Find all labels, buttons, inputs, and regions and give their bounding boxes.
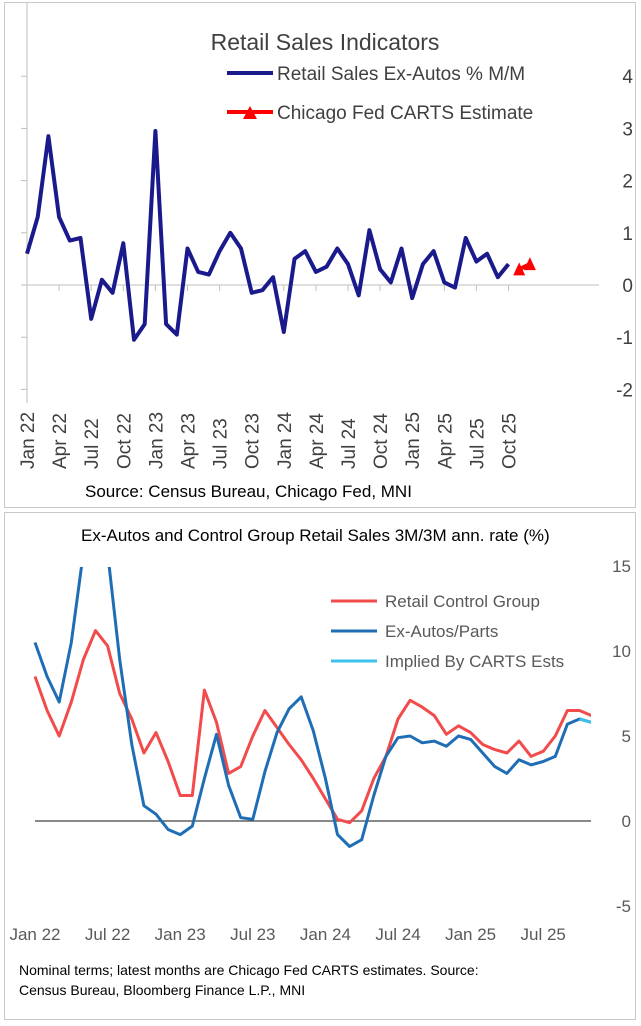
bottom-x-tick-label: Jul 25 bbox=[521, 925, 566, 944]
series-line-implied-carts bbox=[579, 717, 591, 725]
top-y-tick-label: 1 bbox=[622, 224, 633, 245]
bottom-chart-series bbox=[33, 567, 591, 848]
top-x-tick-label: Jan 24 bbox=[275, 412, 296, 469]
top-x-tick-label: Jan 22 bbox=[18, 412, 39, 469]
bottom-chart-note-line-1: Nominal terms; latest months are Chicago… bbox=[19, 962, 479, 978]
bottom-chart-note-line-2: Census Bureau, Bloomberg Finance L.P., M… bbox=[19, 982, 305, 998]
bottom-x-tick-label: Jan 24 bbox=[300, 925, 351, 944]
bottom-chart-panel: Ex-Autos and Control Group Retail Sales … bbox=[4, 512, 636, 1020]
top-x-tick-label: Oct 25 bbox=[500, 413, 521, 469]
bottom-y-tick-label: 10 bbox=[612, 642, 631, 661]
top-x-tick-label: Jan 25 bbox=[403, 412, 424, 469]
top-y-tick-label: 2 bbox=[622, 172, 633, 193]
top-x-tick-label: Jul 25 bbox=[467, 418, 488, 469]
bottom-chart-title: Ex-Autos and Control Group Retail Sales … bbox=[81, 526, 550, 545]
bottom-chart-ticks: 15 10 5 0 -5 Jan 22 Jul 22 Jan 23 Jul 23 Jan 24 Ju… bbox=[9, 557, 631, 944]
top-chart-source: Source: Census Bureau, Chicago Fed, MNI bbox=[85, 482, 412, 501]
top-x-tick-label: Oct 22 bbox=[114, 413, 135, 469]
top-x-tick-label: Jan 23 bbox=[146, 412, 167, 469]
legend-label-carts-estimate: Chicago Fed CARTS Estimate bbox=[277, 103, 533, 124]
top-x-tick-label: Oct 23 bbox=[243, 413, 264, 469]
bottom-y-tick-label: 5 bbox=[622, 727, 631, 746]
top-x-tick-label: Jul 22 bbox=[82, 418, 103, 469]
bottom-y-tick-label: 0 bbox=[622, 812, 631, 831]
bottom-y-tick-label: 15 bbox=[612, 557, 631, 576]
top-y-tick-label: -2 bbox=[616, 380, 633, 401]
top-chart-title: Retail Sales Indicators bbox=[211, 29, 440, 55]
bottom-x-tick-label: Jul 22 bbox=[85, 925, 130, 944]
bottom-x-tick-label: Jan 22 bbox=[9, 925, 60, 944]
bottom-x-tick-label: Jul 24 bbox=[375, 925, 420, 944]
bottom-y-tick-label: -5 bbox=[616, 897, 631, 916]
legend-label-ex-autos-mm: Retail Sales Ex-Autos % M/M bbox=[277, 64, 525, 85]
top-x-tick-label: Jul 23 bbox=[211, 418, 232, 469]
top-chart-axes bbox=[21, 3, 599, 403]
top-x-tick-label: Apr 22 bbox=[50, 413, 71, 469]
top-y-tick-label: 4 bbox=[622, 67, 633, 88]
top-x-tick-label: Apr 23 bbox=[179, 413, 200, 469]
bottom-chart-svg: Ex-Autos and Control Group Retail Sales … bbox=[9, 526, 631, 998]
top-x-tick-label: Apr 25 bbox=[435, 413, 456, 469]
top-y-tick-label: -1 bbox=[616, 328, 633, 349]
top-chart-panel: Retail Sales Indicators Retail Sales Ex-… bbox=[4, 2, 636, 508]
legend-marker-carts-estimate bbox=[243, 106, 257, 119]
bottom-x-tick-label: Jan 25 bbox=[445, 925, 496, 944]
legend-label-ex-autos-parts: Ex-Autos/Parts bbox=[385, 622, 498, 641]
bottom-x-tick-label: Jan 23 bbox=[155, 925, 206, 944]
series-line-ex-autos-parts bbox=[33, 567, 591, 848]
top-chart-svg: Retail Sales Indicators Retail Sales Ex-… bbox=[18, 3, 633, 501]
top-x-tick-label: Oct 24 bbox=[371, 413, 392, 469]
series-line-ex-autos-mm bbox=[25, 129, 511, 342]
carts-estimate-marker bbox=[523, 257, 536, 271]
top-chart-series bbox=[25, 129, 536, 342]
top-y-tick-label: 0 bbox=[622, 276, 633, 297]
bottom-x-tick-label: Jul 23 bbox=[230, 925, 275, 944]
top-x-tick-label: Apr 24 bbox=[307, 413, 328, 469]
top-y-tick-label: 3 bbox=[622, 119, 633, 140]
carts-estimate-marker bbox=[513, 262, 526, 276]
top-x-tick-label: Jul 24 bbox=[339, 418, 360, 469]
top-chart-ticks: 4 3 2 1 0 -1 -2 Jan 22 Apr 22 Jul 22 Oct 22 Jan 23 A… bbox=[18, 67, 633, 469]
legend-label-control-group: Retail Control Group bbox=[385, 592, 540, 611]
legend-label-implied-carts: Implied By CARTS Ests bbox=[385, 652, 564, 671]
